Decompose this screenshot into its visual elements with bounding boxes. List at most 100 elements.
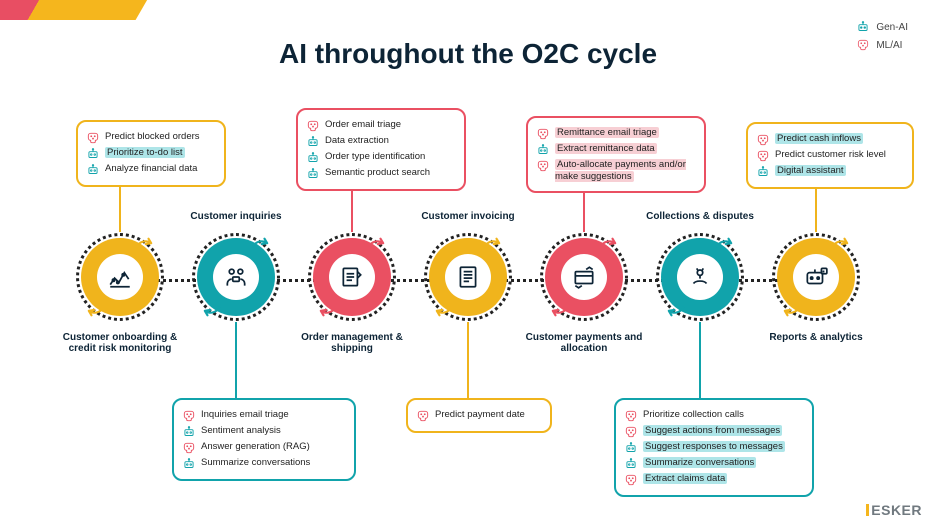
genai-icon (86, 163, 100, 177)
callout-inquiries_bottom-item: Summarize conversations (182, 457, 346, 471)
callout-item-text: Order type identification (325, 151, 425, 163)
stage-onboarding-icon (97, 254, 143, 300)
callout-invoicing_bottom: Predict payment date (406, 398, 552, 433)
connector-payments_top (583, 193, 585, 232)
mlai-icon (624, 473, 638, 487)
stage-invoicing-label: Customer invoicing (403, 211, 533, 222)
stage-collections-icon (677, 254, 723, 300)
genai-icon (306, 151, 320, 165)
callout-ordermgmt_top-item: Order type identification (306, 151, 456, 165)
callout-item-text: Predict customer risk level (775, 149, 886, 161)
mlai-icon (756, 133, 770, 147)
connector-onboarding_top (119, 187, 121, 232)
connector-reports_top (815, 189, 817, 232)
genai-icon (86, 147, 100, 161)
genai-icon (624, 441, 638, 455)
connector-inquiries_bottom (235, 322, 237, 398)
legend-mlai: ML/AI (856, 38, 908, 52)
stage-inquiries-icon (213, 254, 259, 300)
callout-inquiries_bottom-item: Inquiries email triage (182, 409, 346, 423)
stage-payments-icon (561, 254, 607, 300)
callout-item-text: Extract remittance data (555, 143, 657, 155)
legend-genai: Gen-AI (856, 20, 908, 34)
callout-collections_bottom: Prioritize collection calls Suggest actio… (614, 398, 814, 497)
mlai-icon (856, 38, 870, 52)
callout-payments_top: Remittance email triage Extract remittanc… (526, 116, 706, 193)
connector-collections_bottom (699, 322, 701, 398)
genai-icon (182, 457, 196, 471)
genai-icon (182, 425, 196, 439)
callout-payments_top-item: Remittance email triage (536, 127, 696, 141)
callout-item-text: Semantic product search (325, 167, 430, 179)
connector-ordermgmt_top (351, 191, 353, 232)
callout-payments_top-item: Auto-allocate payments and/or make sugge… (536, 159, 696, 183)
callout-invoicing_bottom-item: Predict payment date (416, 409, 542, 423)
callout-item-text: Analyze financial data (105, 163, 197, 175)
callout-item-text: Auto-allocate payments and/or make sugge… (555, 159, 696, 183)
callout-inquiries_bottom-item: Sentiment analysis (182, 425, 346, 439)
mlai-icon (536, 159, 550, 173)
callout-item-text: Summarize conversations (201, 457, 310, 469)
callout-item-text: Prioritize collection calls (643, 409, 744, 421)
callout-item-text: Remittance email triage (555, 127, 659, 139)
genai-icon (306, 135, 320, 149)
stage-row: Customer onboarding & credit risk monito… (0, 238, 936, 322)
callout-inquiries_bottom-item: Answer generation (RAG) (182, 441, 346, 455)
callout-collections_bottom-item: Extract claims data (624, 473, 804, 487)
stage-reports-icon (793, 254, 839, 300)
stage-inquiries: Customer inquiries (197, 238, 275, 316)
stage-invoicing: Customer invoicing (429, 238, 507, 316)
callout-onboarding_top-item: Prioritize to-do list (86, 147, 216, 161)
callout-item-text: Suggest responses to messages (643, 441, 785, 453)
mlai-icon (624, 425, 638, 439)
genai-icon (624, 457, 638, 471)
callout-reports_top-item: Predict customer risk level (756, 149, 904, 163)
stage-collections: Collections & disputes (661, 238, 739, 316)
callout-item-text: Digital assistant (775, 165, 846, 177)
callout-item-text: Predict blocked orders (105, 131, 200, 143)
mlai-icon (182, 409, 196, 423)
genai-icon (306, 167, 320, 181)
genai-icon (536, 143, 550, 157)
corner-decoration (0, 0, 164, 20)
callout-onboarding_top: Predict blocked orders Prioritize to-do l… (76, 120, 226, 187)
stage-reports-label: Reports & analytics (751, 332, 881, 343)
callout-inquiries_bottom: Inquiries email triage Sentiment analysis… (172, 398, 356, 481)
mlai-icon (416, 409, 430, 423)
mlai-icon (306, 119, 320, 133)
genai-icon (856, 20, 870, 34)
callout-item-text: Summarize conversations (643, 457, 756, 469)
stage-payments: Customer payments and allocation (545, 238, 623, 316)
callout-ordermgmt_top-item: Order email triage (306, 119, 456, 133)
callout-item-text: Order email triage (325, 119, 401, 131)
stage-inquiries-label: Customer inquiries (171, 211, 301, 222)
callout-item-text: Answer generation (RAG) (201, 441, 310, 453)
mlai-icon (624, 409, 638, 423)
mlai-icon (86, 131, 100, 145)
callout-reports_top: Predict cash inflows Predict customer ris… (746, 122, 914, 189)
callout-collections_bottom-item: Suggest actions from messages (624, 425, 804, 439)
stage-onboarding: Customer onboarding & credit risk monito… (81, 238, 159, 316)
legend: Gen-AI ML/AI (856, 20, 908, 56)
stage-ordermgmt: Order management & shipping (313, 238, 391, 316)
legend-mlai-label: ML/AI (876, 40, 902, 51)
stage-collections-label: Collections & disputes (635, 211, 765, 222)
callout-reports_top-item: Predict cash inflows (756, 133, 904, 147)
stage-ordermgmt-icon (329, 254, 375, 300)
stage-onboarding-label: Customer onboarding & credit risk monito… (55, 332, 185, 354)
brand-logo: ESKER (866, 502, 922, 518)
callout-item-text: Extract claims data (643, 473, 727, 485)
stage-payments-label: Customer payments and allocation (519, 332, 649, 354)
callout-item-text: Sentiment analysis (201, 425, 281, 437)
stage-ordermgmt-label: Order management & shipping (287, 332, 417, 354)
callout-item-text: Data extraction (325, 135, 389, 147)
callout-reports_top-item: Digital assistant (756, 165, 904, 179)
stage-invoicing-icon (445, 254, 491, 300)
callout-item-text: Predict cash inflows (775, 133, 863, 145)
callout-ordermgmt_top-item: Semantic product search (306, 167, 456, 181)
mlai-icon (756, 149, 770, 163)
callout-item-text: Predict payment date (435, 409, 525, 421)
callout-ordermgmt_top-item: Data extraction (306, 135, 456, 149)
mlai-icon (536, 127, 550, 141)
legend-genai-label: Gen-AI (876, 22, 908, 33)
